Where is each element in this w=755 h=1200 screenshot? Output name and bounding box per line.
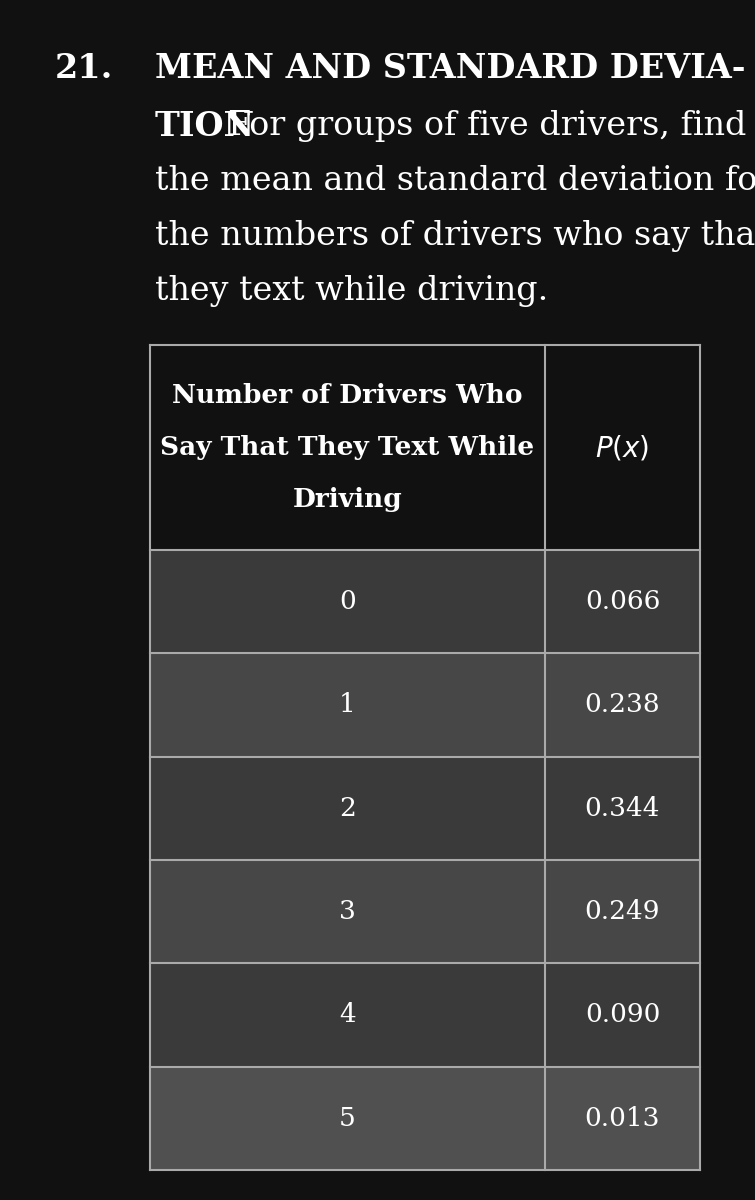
Text: the numbers of drivers who say that: the numbers of drivers who say that <box>155 220 755 252</box>
Text: 5: 5 <box>339 1106 356 1130</box>
Text: MEAN AND STANDARD DEVIA-: MEAN AND STANDARD DEVIA- <box>155 52 745 85</box>
Bar <box>150 1067 700 1170</box>
Text: 0.238: 0.238 <box>584 692 661 718</box>
Text: Number of Drivers Who: Number of Drivers Who <box>172 383 522 408</box>
Text: 21.: 21. <box>55 52 113 85</box>
Text: 3: 3 <box>339 899 356 924</box>
Text: 0.066: 0.066 <box>585 589 660 614</box>
Bar <box>150 653 700 757</box>
Bar <box>150 860 700 964</box>
Text: 0: 0 <box>339 589 356 614</box>
Bar <box>150 346 700 550</box>
Text: the mean and standard deviation for: the mean and standard deviation for <box>155 164 755 197</box>
Bar <box>150 757 700 860</box>
Text: For groups of five drivers, find: For groups of five drivers, find <box>228 110 747 142</box>
Bar <box>150 964 700 1067</box>
Text: 0.090: 0.090 <box>585 1002 660 1027</box>
Text: TION: TION <box>155 110 255 143</box>
Text: 1: 1 <box>339 692 356 718</box>
Text: 0.249: 0.249 <box>585 899 661 924</box>
Text: $\mathbf{\mathit{P(x)}}$: $\mathbf{\mathit{P(x)}}$ <box>596 433 650 462</box>
Text: Driving: Driving <box>293 487 402 512</box>
Text: 2: 2 <box>339 796 356 821</box>
Text: 0.344: 0.344 <box>585 796 661 821</box>
Text: 4: 4 <box>339 1002 356 1027</box>
Bar <box>150 550 700 653</box>
Text: 0.013: 0.013 <box>585 1106 661 1130</box>
Text: they text while driving.: they text while driving. <box>155 275 548 307</box>
Text: Say That They Text While: Say That They Text While <box>160 434 535 460</box>
